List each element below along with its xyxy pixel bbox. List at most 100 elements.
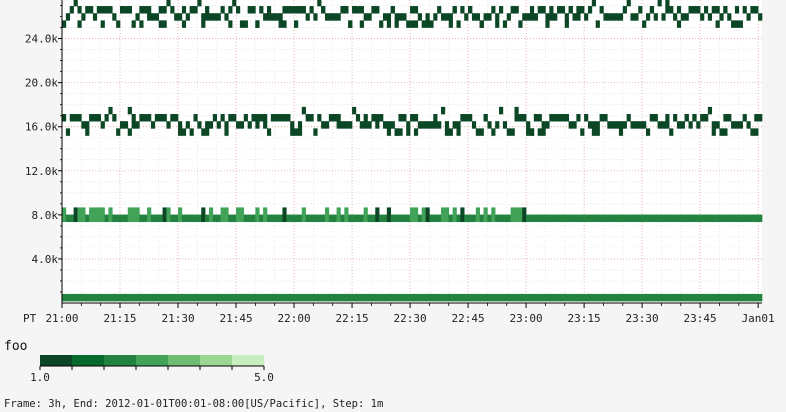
heatmap-cell bbox=[96, 214, 101, 223]
heatmap-cell bbox=[514, 114, 519, 122]
heatmap-cell bbox=[645, 293, 651, 302]
heatmap-cell bbox=[274, 114, 279, 122]
heatmap-cell bbox=[603, 114, 608, 122]
heatmap-cell bbox=[255, 293, 260, 302]
heatmap-cell bbox=[344, 121, 349, 129]
heatmap-cell bbox=[499, 106, 504, 115]
heatmap-cell bbox=[62, 214, 67, 223]
heatmap-cell bbox=[703, 6, 709, 14]
heatmap-cell bbox=[181, 293, 187, 302]
heatmap-cell bbox=[89, 207, 94, 215]
heatmap-cell bbox=[348, 20, 353, 28]
heatmap-cell bbox=[754, 128, 759, 136]
heatmap-cell bbox=[406, 293, 411, 302]
heatmap-cell bbox=[526, 293, 531, 302]
heatmap-cell bbox=[688, 293, 693, 302]
heatmap-cell bbox=[479, 128, 484, 136]
heatmap-cell bbox=[584, 114, 589, 122]
heatmap-cell bbox=[162, 293, 167, 302]
heatmap-cell bbox=[626, 0, 631, 7]
heatmap-cell bbox=[305, 293, 310, 302]
heatmap-cell bbox=[541, 6, 546, 14]
x-tick-label: 22:45 bbox=[452, 312, 485, 325]
frame-info: Frame: 3h, End: 2012-01-01T00:01-08:00[U… bbox=[4, 398, 384, 410]
heatmap-cell bbox=[375, 6, 380, 14]
heatmap-cell bbox=[290, 121, 295, 129]
heatmap-cell bbox=[398, 293, 403, 302]
heatmap-cell bbox=[382, 13, 388, 21]
heatmap-cell bbox=[170, 214, 175, 223]
heatmap-cell bbox=[340, 293, 345, 302]
heatmap-cell bbox=[502, 20, 508, 28]
heatmap-cell bbox=[205, 13, 210, 21]
heatmap-cell bbox=[340, 6, 345, 14]
heatmap-cell bbox=[487, 293, 492, 302]
heatmap-cell bbox=[541, 121, 546, 129]
heatmap-cell bbox=[611, 214, 616, 223]
heatmap-cell bbox=[158, 114, 163, 122]
x-tick-label: 23:00 bbox=[510, 312, 543, 325]
heatmap-cell bbox=[112, 114, 117, 122]
heatmap-cell bbox=[692, 293, 697, 302]
heatmap-cell bbox=[580, 128, 585, 136]
heatmap-cell bbox=[611, 121, 616, 129]
heatmap-cell bbox=[120, 121, 125, 129]
heatmap-cell bbox=[224, 293, 229, 302]
heatmap-cell bbox=[522, 207, 527, 215]
heatmap-cell bbox=[355, 214, 361, 223]
heatmap-cell bbox=[533, 214, 538, 223]
heatmap-cell bbox=[653, 214, 658, 223]
heatmap-cell bbox=[131, 121, 136, 129]
heatmap-cell bbox=[441, 214, 446, 223]
heatmap-cell bbox=[394, 13, 399, 21]
heatmap-cell bbox=[166, 293, 171, 302]
heatmap-cell bbox=[553, 13, 558, 21]
heatmap-cell bbox=[355, 6, 361, 14]
heatmap-cell bbox=[731, 20, 736, 28]
heatmap-cell bbox=[251, 293, 256, 302]
heatmap-cell bbox=[205, 128, 210, 136]
heatmap-cell bbox=[413, 114, 419, 122]
heatmap-cell bbox=[270, 114, 276, 122]
heatmap-cell bbox=[379, 214, 384, 223]
heatmap-cell bbox=[649, 6, 655, 14]
heatmap-cell bbox=[127, 128, 132, 136]
heatmap-cell bbox=[433, 121, 438, 129]
heatmap-cell bbox=[166, 214, 171, 223]
heatmap-cell bbox=[324, 293, 330, 302]
heatmap-cell bbox=[537, 114, 542, 122]
heatmap-cell bbox=[734, 121, 740, 129]
heatmap-cell bbox=[127, 214, 132, 223]
heatmap-cell bbox=[441, 207, 446, 215]
heatmap-cell bbox=[711, 293, 716, 302]
heatmap-cell bbox=[317, 214, 322, 223]
heatmap-cell bbox=[410, 20, 415, 28]
heatmap-cell bbox=[359, 20, 364, 28]
heatmap-cell bbox=[526, 214, 531, 223]
heatmap-cell bbox=[738, 214, 743, 223]
heatmap-cell bbox=[390, 121, 395, 129]
heatmap-cell bbox=[185, 214, 190, 223]
heatmap-cell bbox=[274, 214, 279, 223]
heatmap-cell bbox=[224, 207, 229, 215]
heatmap-cell bbox=[475, 214, 480, 223]
heatmap-cell bbox=[696, 121, 701, 129]
heatmap-cell bbox=[545, 214, 550, 223]
heatmap-cell bbox=[150, 13, 156, 21]
heatmap-cell bbox=[618, 214, 624, 223]
heatmap-cell bbox=[301, 207, 306, 215]
heatmap-cell bbox=[228, 6, 233, 14]
heatmap-cell bbox=[112, 214, 117, 223]
heatmap-cell bbox=[688, 6, 693, 14]
x-tick-label: 23:30 bbox=[626, 312, 659, 325]
heatmap-cell bbox=[147, 207, 152, 215]
heatmap-cell bbox=[487, 121, 492, 129]
heatmap-cell bbox=[537, 214, 542, 223]
heatmap-cell bbox=[352, 214, 357, 223]
heatmap-cell bbox=[634, 121, 639, 129]
heatmap-cell bbox=[251, 6, 256, 14]
heatmap-cell bbox=[742, 114, 747, 122]
heatmap-cell bbox=[645, 128, 651, 136]
heatmap-cell bbox=[205, 214, 210, 223]
heatmap-cell bbox=[108, 293, 113, 302]
